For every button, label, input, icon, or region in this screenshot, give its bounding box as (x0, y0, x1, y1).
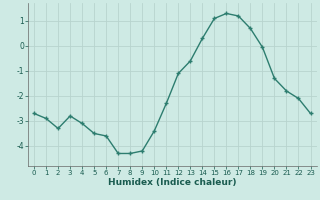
X-axis label: Humidex (Indice chaleur): Humidex (Indice chaleur) (108, 178, 236, 187)
